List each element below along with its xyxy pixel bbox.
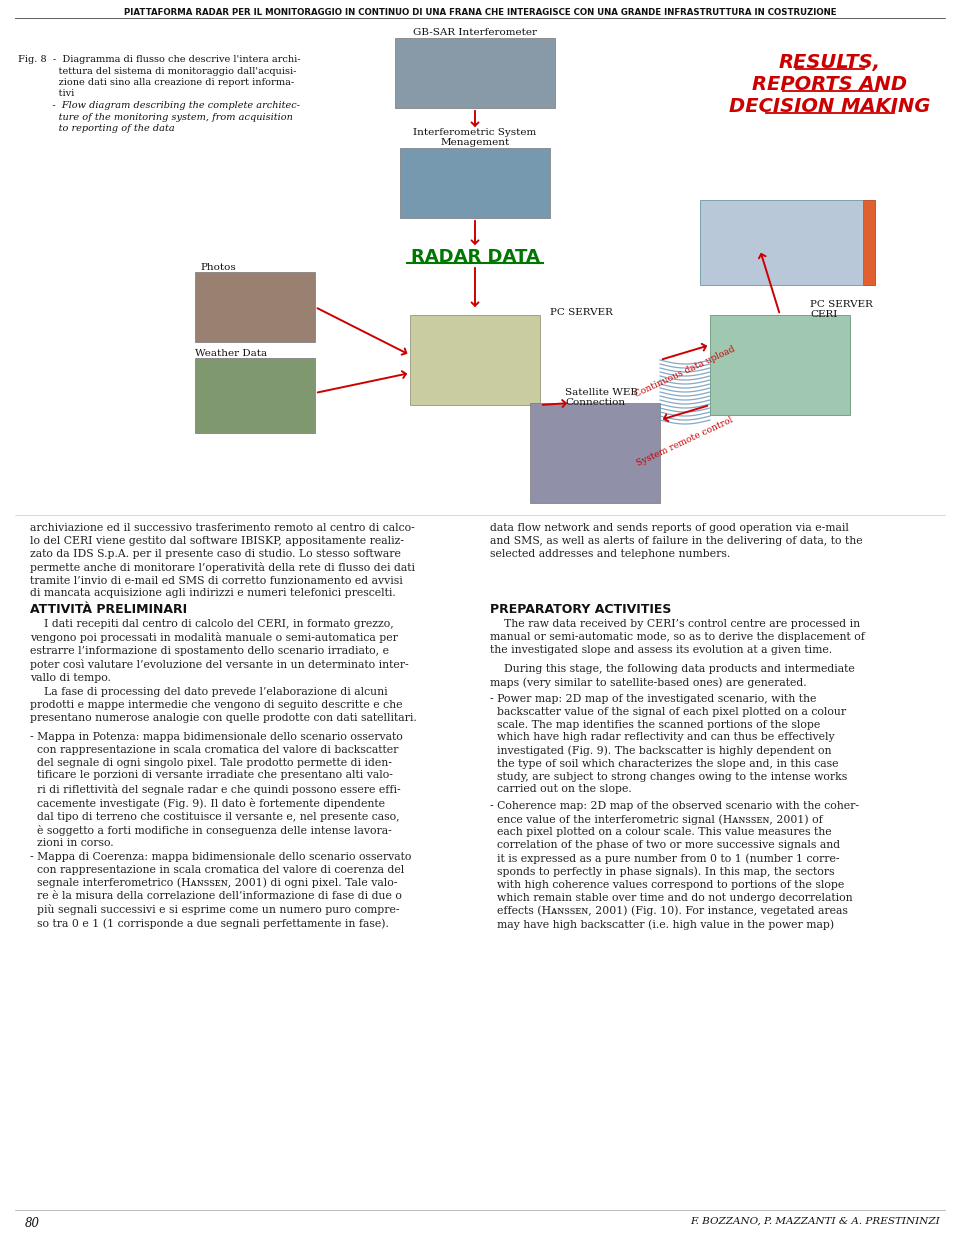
Text: During this stage, the following data products and intermediate
maps (very simil: During this stage, the following data pr… [490,664,854,688]
Text: ture of the monitoring system, from acquisition: ture of the monitoring system, from acqu… [18,112,293,121]
Text: ATTIVITÀ PRELIMINARI: ATTIVITÀ PRELIMINARI [30,603,187,616]
Text: - Coherence map: 2D map of the observed scenario with the coher-
  ence value of: - Coherence map: 2D map of the observed … [490,802,859,930]
Text: tettura del sistema di monitoraggio dall'acquisi-: tettura del sistema di monitoraggio dall… [18,67,297,75]
Text: to reporting of the data: to reporting of the data [18,124,175,133]
Text: I dati recepiti dal centro di calcolo del CERI, in formato grezzo,
vengono poi p: I dati recepiti dal centro di calcolo de… [30,619,409,683]
Text: zione dati sino alla creazione di report informa-: zione dati sino alla creazione di report… [18,78,294,86]
Text: La fase di processing del dato prevede l’elaborazione di alcuni
prodotti e mappe: La fase di processing del dato prevede l… [30,687,417,722]
Bar [530,403,660,503]
Text: PIATTAFORMA RADAR PER IL MONITORAGGIO IN CONTINUO DI UNA FRANA CHE INTERAGISCE C: PIATTAFORMA RADAR PER IL MONITORAGGIO IN… [124,7,836,17]
Text: - Mappa di Coerenza: mappa bidimensionale dello scenario osservato
  con rappres: - Mappa di Coerenza: mappa bidimensional… [30,852,412,929]
Bar [863,200,875,285]
Bar [195,272,315,342]
Text: 80: 80 [25,1216,40,1230]
Text: Photos: Photos [200,263,236,272]
Bar [710,315,850,415]
Text: - Mappa in Potenza: mappa bidimensionale dello scenario osservato
  con rapprese: - Mappa in Potenza: mappa bidimensionale… [30,732,403,848]
Text: Satellite WEB
Connection: Satellite WEB Connection [565,388,638,408]
Text: Fig. 8  -  Diagramma di flusso che descrive l'intera archi-: Fig. 8 - Diagramma di flusso che descriv… [18,56,300,64]
Bar [700,200,875,285]
Bar [395,38,555,107]
Text: PREPARATORY ACTIVITIES: PREPARATORY ACTIVITIES [490,603,671,616]
Text: RESULTS,: RESULTS, [779,53,881,72]
Text: archiviazione ed il successivo trasferimento remoto al centro di calco-
lo del C: archiviazione ed il successivo trasferim… [30,522,415,598]
Text: data flow network and sends reports of good operation via e-mail
and SMS, as wel: data flow network and sends reports of g… [490,522,863,558]
Text: REPORTS AND: REPORTS AND [753,75,907,94]
Text: Interferometric System
Menagement: Interferometric System Menagement [414,128,537,147]
Text: tivi: tivi [18,89,74,99]
Bar [400,148,550,219]
Bar [410,315,540,405]
Text: System remote control: System remote control [636,415,734,468]
Text: RADAR DATA: RADAR DATA [411,248,540,266]
Text: GB-SAR Interferometer: GB-SAR Interferometer [413,28,537,37]
Text: Continuous data upload: Continuous data upload [634,345,736,399]
Text: -  Flow diagram describing the complete architec-: - Flow diagram describing the complete a… [18,101,300,110]
Text: PC SERVER: PC SERVER [550,308,612,317]
Text: PC SERVER
CERI: PC SERVER CERI [810,300,873,320]
Text: The raw data received by CERI’s control centre are processed in
manual or semi-a: The raw data received by CERI’s control … [490,619,865,655]
Text: DECISION MAKING: DECISION MAKING [730,98,930,116]
Text: F. BOZZANO, P. MAZZANTI & A. PRESTININZI: F. BOZZANO, P. MAZZANTI & A. PRESTININZI [690,1216,940,1226]
Text: Weather Data: Weather Data [195,350,267,358]
Bar [195,358,315,433]
Text: - Power map: 2D map of the investigated scenario, with the
  backscatter value o: - Power map: 2D map of the investigated … [490,694,848,794]
